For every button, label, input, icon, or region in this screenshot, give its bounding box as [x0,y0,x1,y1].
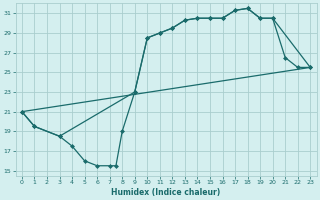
X-axis label: Humidex (Indice chaleur): Humidex (Indice chaleur) [111,188,221,197]
